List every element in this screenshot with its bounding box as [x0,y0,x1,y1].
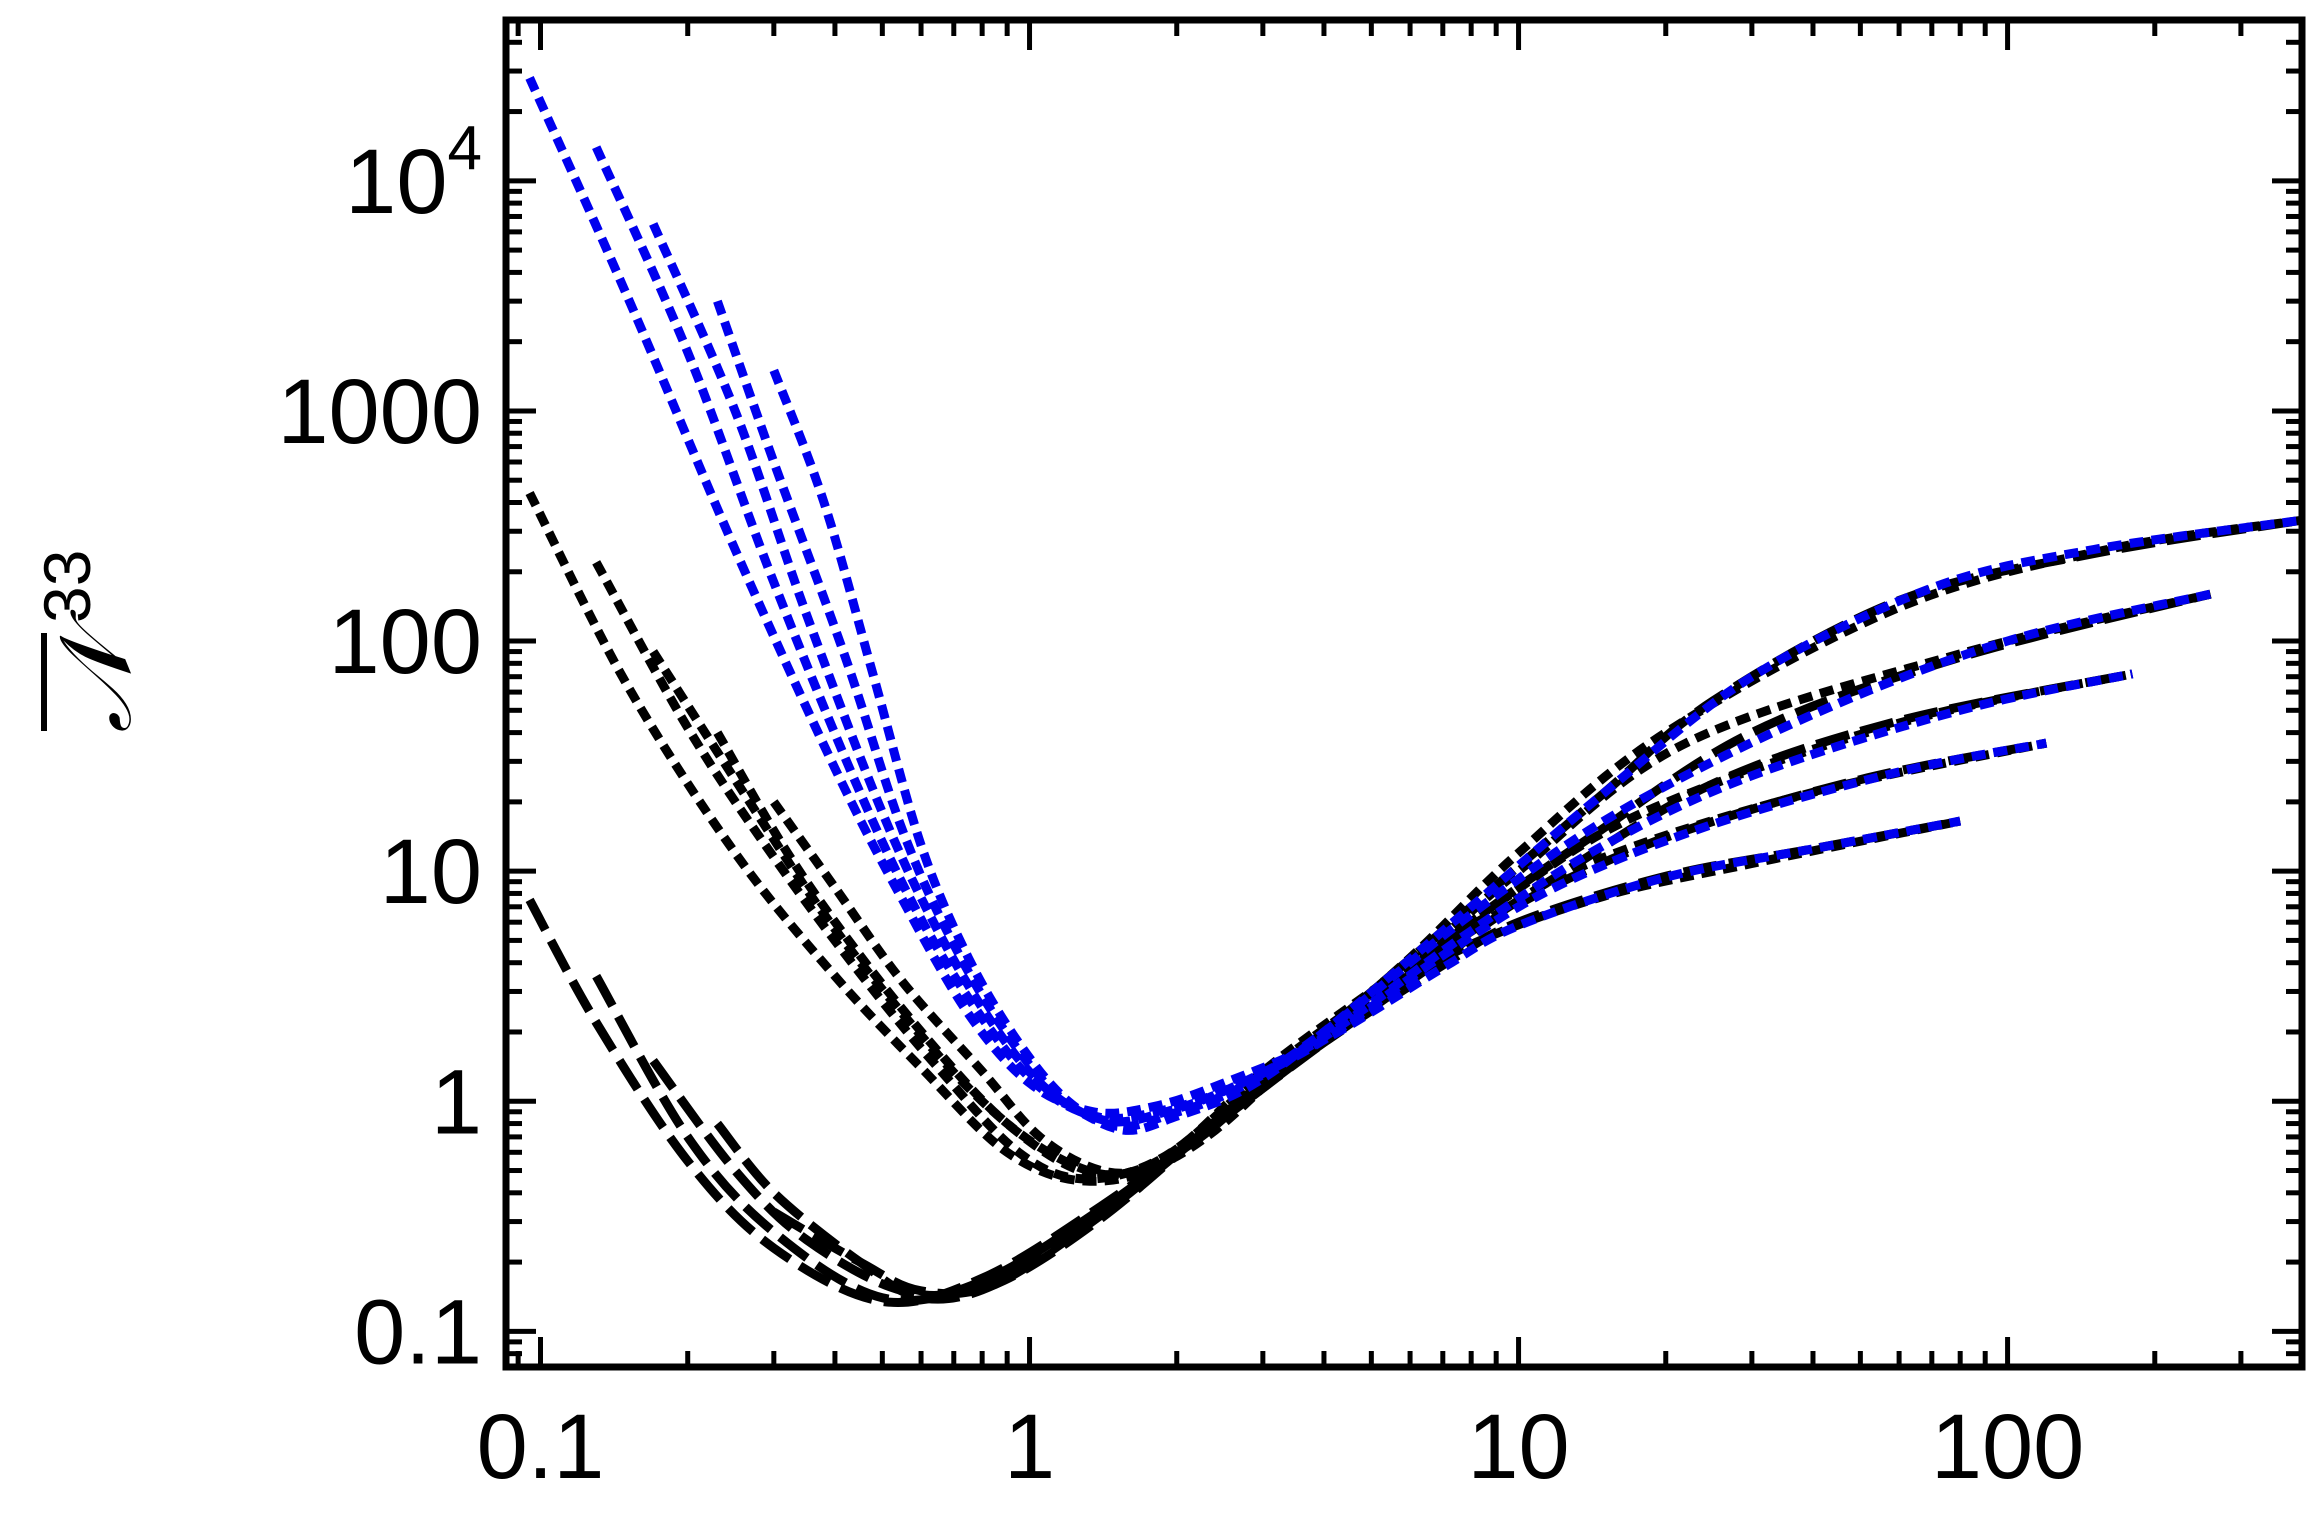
series-line-9 [713,589,2212,1180]
series-line-11 [525,76,1962,1118]
x-tick-label: 0.1 [477,1396,605,1498]
series-line-3 [649,669,2134,1301]
series-line-1 [525,816,1962,1308]
y-tick-label: 104 [345,114,482,233]
curves-layer [525,76,2302,1308]
x-tick-label: 100 [1931,1396,2085,1498]
x-tick-label: 1 [1004,1396,1055,1498]
series-line-13 [649,222,2134,1127]
x-tick-label: 10 [1467,1396,1569,1498]
y-axis-label-superscript: 33 [30,550,104,623]
y-axis-label-text: 𝒩 [40,609,152,733]
axes-layer [502,16,2306,1371]
series-line-5 [771,515,2302,1299]
y-tick-label: 100 [329,591,483,693]
y-tick-label: 1000 [277,361,482,463]
y-axis-label: 𝒩33 [30,550,152,733]
y-tick-label: 1 [431,1051,482,1153]
y-tick-label: 0.1 [354,1281,482,1383]
series-line-15 [769,368,2302,1135]
series-line-6 [525,490,1962,1186]
series-line-14 [713,299,2212,1132]
y-tick-label: 10 [380,821,482,923]
labels-layer: 0.1 1 10 100 0.1 1 10 100 1000 104 𝒩33 [30,114,2084,1498]
series-line-8 [649,649,2134,1180]
series-line-7 [592,560,2048,1184]
